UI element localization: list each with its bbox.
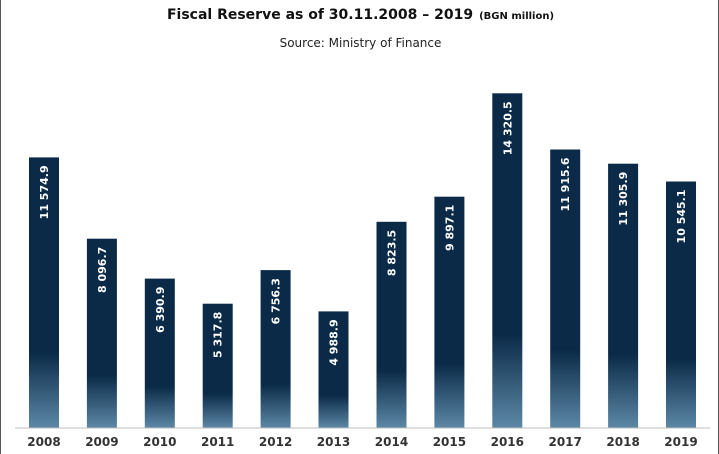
x-tick-label-2010: 2010	[143, 435, 176, 449]
bar-2014	[376, 221, 407, 428]
value-label-2013: 4 988.9	[328, 319, 341, 365]
bar-2008	[29, 157, 59, 428]
x-tick-label-2013: 2013	[317, 435, 350, 449]
x-tick-label-2017: 2017	[548, 435, 581, 449]
x-tick-label-2016: 2016	[491, 435, 524, 449]
chart-title: Fiscal Reserve as of 30.11.2008 – 2019 (B…	[1, 4, 719, 23]
value-label-2014: 8 823.5	[386, 230, 399, 276]
bar-2018	[608, 163, 639, 428]
bar-2019	[666, 181, 696, 428]
chart-title-unit: (BGN million)	[479, 11, 555, 22]
x-tick-label-2008: 2008	[27, 435, 60, 449]
value-label-2008: 11 574.9	[38, 165, 51, 219]
chart-subtitle: Source: Ministry of Finance	[279, 36, 442, 50]
x-tick-label-2015: 2015	[433, 435, 466, 449]
x-tick-label-2009: 2009	[85, 435, 118, 449]
bar-2009	[86, 238, 117, 428]
x-tick-label-2018: 2018	[606, 435, 639, 449]
value-label-2012: 6 756.3	[270, 278, 283, 324]
bar-2016	[492, 93, 523, 429]
value-label-2016: 14 320.5	[501, 101, 514, 155]
x-tick-label-2019: 2019	[664, 435, 697, 449]
chart-title-main: Fiscal Reserve as of 30.11.2008 – 2019	[166, 7, 474, 23]
x-tick-label-2011: 2011	[201, 435, 234, 449]
bar-2010	[144, 278, 175, 428]
x-tick-label-2012: 2012	[259, 435, 292, 449]
bar-2015	[434, 196, 465, 428]
bar-series: 11 574.9 8 096.7 6 390.9 5 317.8 6 756.3 4 98…	[29, 93, 696, 429]
bar-2011	[202, 303, 233, 428]
value-label-2009: 8 096.7	[96, 247, 109, 293]
value-label-2010: 6 390.9	[154, 287, 167, 333]
bar-2017	[550, 149, 581, 428]
value-label-2017: 11 915.6	[559, 157, 572, 211]
value-label-2019: 10 545.1	[675, 190, 688, 244]
value-label-2018: 11 305.9	[617, 172, 630, 226]
value-label-2015: 9 897.1	[443, 205, 456, 251]
x-axis-ticks: 2008 2009 2010 2011 2012 2013 2014 2015 2016 2017…	[27, 435, 697, 449]
x-tick-label-2014: 2014	[375, 435, 408, 449]
bar-2013	[318, 311, 349, 428]
bar-2012	[260, 270, 291, 428]
value-label-2011: 5 317.8	[212, 312, 225, 358]
